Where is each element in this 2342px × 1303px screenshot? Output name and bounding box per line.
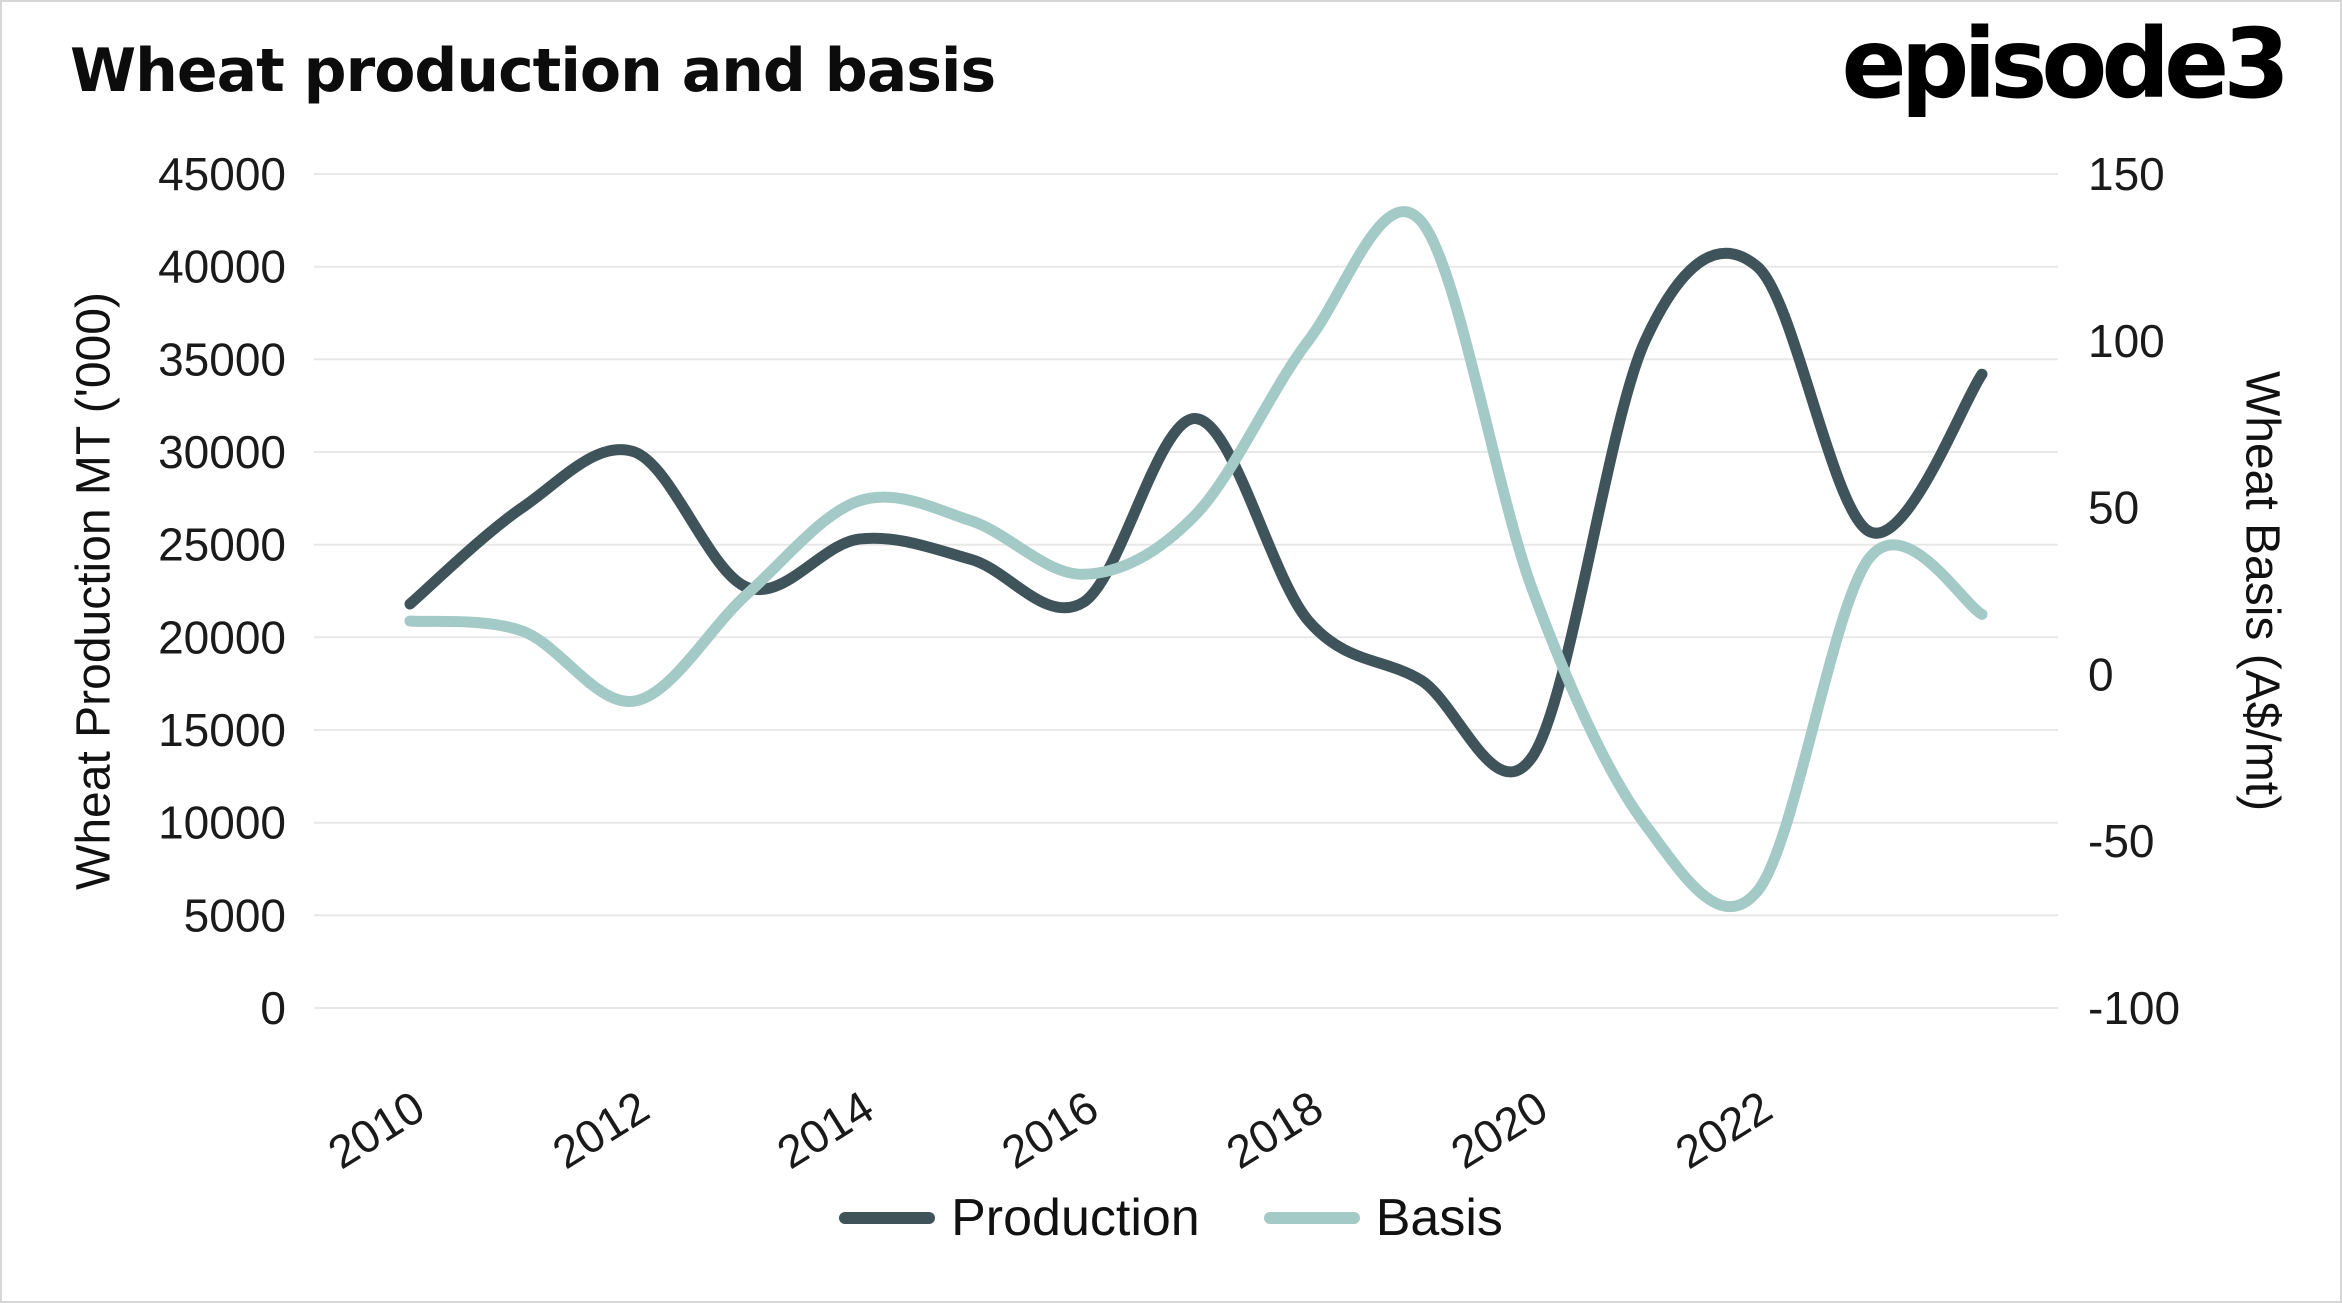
left-axis-tick-label: 30000 xyxy=(158,426,286,478)
x-axis-tick-label: 2018 xyxy=(1217,1080,1331,1178)
right-axis-tick-label: -100 xyxy=(2088,982,2180,1034)
left-axis-tick-label: 15000 xyxy=(158,704,286,756)
chart-legend: Production Basis xyxy=(2,1188,2340,1248)
legend-item-production[interactable]: Production xyxy=(839,1188,1200,1248)
x-axis-tick-label: 2020 xyxy=(1442,1080,1556,1178)
left-axis-tick-label: 35000 xyxy=(158,333,286,385)
left-axis-tick-label: 45000 xyxy=(158,148,286,200)
right-axis-tick-label: -50 xyxy=(2088,815,2154,867)
left-axis-tick-label: 0 xyxy=(260,982,286,1034)
x-axis-tick-label: 2012 xyxy=(544,1080,658,1178)
chart-title: Wheat production and basis xyxy=(70,36,996,106)
episode3-logo: episode3 xyxy=(1841,8,2290,120)
legend-label-production: Production xyxy=(951,1189,1200,1247)
left-axis-tick-label: 10000 xyxy=(158,797,286,849)
x-axis-tick-label: 2016 xyxy=(993,1080,1107,1178)
x-axis-tick-label: 2014 xyxy=(768,1080,882,1178)
legend-label-basis: Basis xyxy=(1375,1189,1503,1247)
x-axis-tick-label: 2010 xyxy=(319,1080,433,1178)
left-axis-tick-label: 20000 xyxy=(158,611,286,663)
x-axis-tick-label: 2022 xyxy=(1666,1080,1780,1178)
left-axis-title: Wheat Production MT ('000) xyxy=(67,292,121,890)
production-line xyxy=(404,247,1988,778)
production-line-swatch xyxy=(839,1212,936,1224)
right-axis-tick-label: 0 xyxy=(2088,648,2114,700)
left-axis-tick-label: 5000 xyxy=(184,889,286,941)
right-axis-title: Wheat Basis (A$/mt) xyxy=(2235,370,2289,812)
basis-line xyxy=(404,206,1988,912)
right-axis-tick-label: 100 xyxy=(2088,315,2165,367)
left-axis-tick-label: 25000 xyxy=(158,519,286,571)
legend-item-basis[interactable]: Basis xyxy=(1263,1188,1503,1248)
left-axis-tick-label: 40000 xyxy=(158,241,286,293)
right-axis-tick-label: 50 xyxy=(2088,482,2139,534)
basis-line-swatch xyxy=(1263,1212,1360,1224)
right-axis-tick-label: 150 xyxy=(2088,148,2165,200)
